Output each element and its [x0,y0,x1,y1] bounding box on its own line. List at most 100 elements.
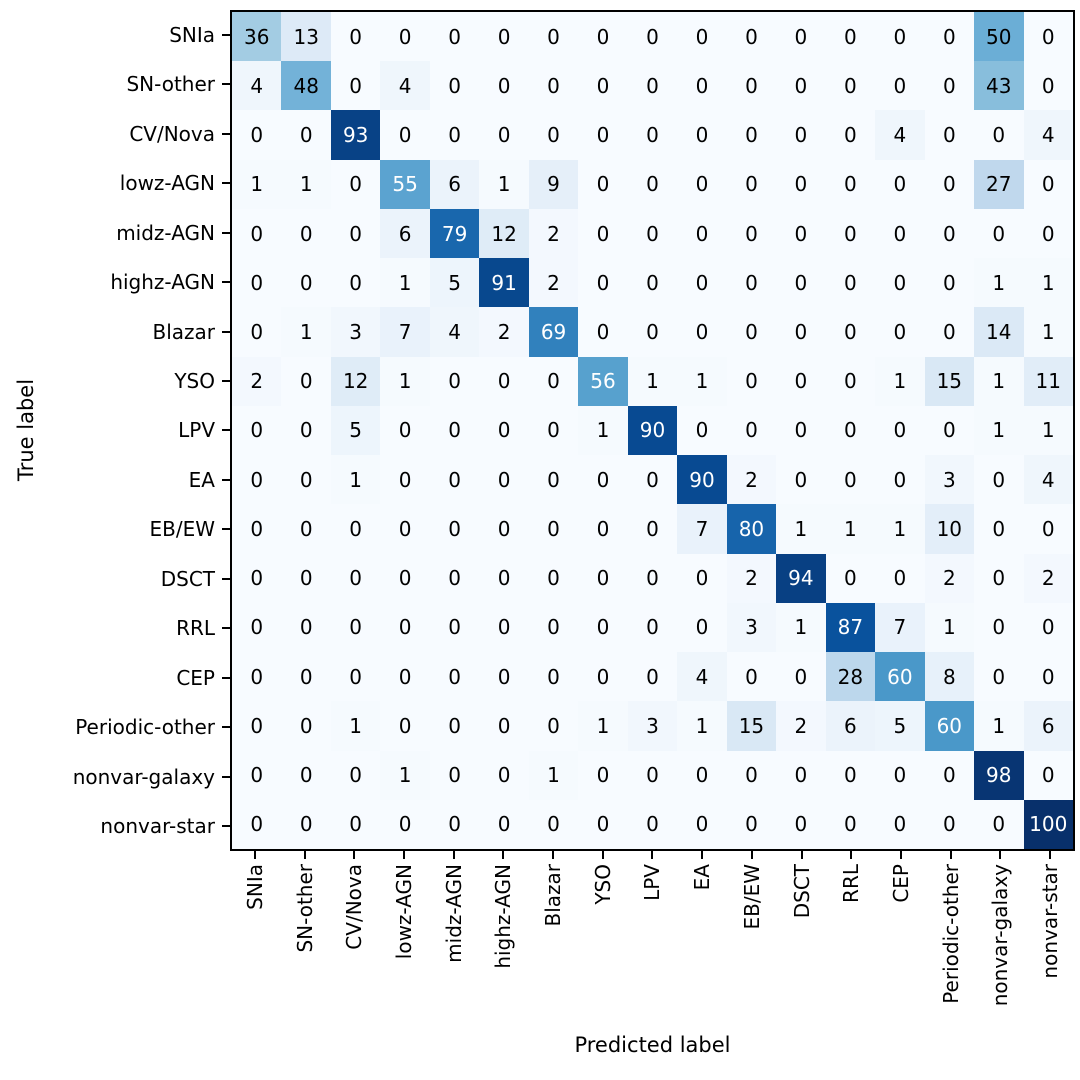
matrix-cell: 93 [330,110,381,160]
matrix-cell: 28 [825,652,876,702]
matrix-cell: 0 [924,750,975,800]
matrix-cell: 0 [726,159,777,209]
matrix-cell: 60 [924,701,975,751]
y-tick-mark [222,825,230,828]
matrix-cell: 3 [924,455,975,505]
x-tick: EB/EW [727,851,777,1066]
y-tick-label: YSO [174,369,215,394]
matrix-cell: 0 [578,307,628,357]
x-tick: RRL [826,851,876,1066]
matrix-cell: 0 [825,799,876,849]
x-tick: CV/Nova [329,851,379,1066]
matrix-cell: 0 [677,208,727,259]
y-tick-mark [222,726,230,729]
y-tick: EB/EW [0,505,230,554]
x-tick: SN-other [280,851,330,1066]
matrix-cell: 1 [330,455,381,505]
x-tick-label: SNIa [242,864,267,910]
matrix-cell: 0 [776,356,826,406]
matrix-cell: 0 [578,553,628,603]
matrix-cell: 8 [924,652,975,702]
y-tick-mark [222,478,230,481]
y-axis-tick-labels: SNIa SN-other CV/Nova lowz-AGN midz-AGN highz… [0,10,230,851]
matrix-cell: 0 [875,159,925,209]
matrix-cell: 1 [330,701,381,751]
matrix-cell: 0 [974,455,1024,505]
matrix-cell: 0 [677,405,727,456]
x-tick-label: CV/Nova [342,864,367,950]
matrix-cell: 0 [677,110,727,160]
matrix-cell: 0 [578,652,628,702]
matrix-cell: 0 [330,61,381,111]
matrix-cell: 36 [232,12,282,62]
matrix-cell: 1 [776,504,826,554]
matrix-cell: 0 [825,455,876,505]
y-tick: nonvar-galaxy [0,752,230,801]
matrix-cell: 0 [726,208,777,259]
y-tick: lowz-AGN [0,158,230,207]
y-tick: Periodic-other [0,703,230,752]
matrix-cell: 0 [1023,602,1073,653]
y-tick: RRL [0,604,230,653]
matrix-cell: 0 [479,455,529,505]
matrix-cell: 0 [825,159,876,209]
matrix-cell: 0 [429,602,480,653]
y-tick-label: lowz-AGN [119,171,215,196]
matrix-cell: 1 [380,258,430,308]
matrix-cell: 0 [875,208,925,259]
matrix-cell: 0 [825,405,876,456]
matrix-cell: 7 [677,504,727,554]
matrix-cell: 0 [924,799,975,849]
y-tick: Blazar [0,307,230,356]
y-tick-label: highz-AGN [110,270,215,295]
matrix-cell: 0 [429,750,480,800]
matrix-cell: 0 [281,405,331,456]
x-tick-label: DSCT [789,864,814,919]
matrix-cell: 55 [380,159,430,209]
matrix-cell: 1 [1023,307,1073,357]
y-tick: SNIa [0,10,230,59]
x-tick: YSO [578,851,628,1066]
matrix-cell: 6 [1023,701,1073,751]
matrix-cell: 0 [776,258,826,308]
matrix-cell: 0 [726,258,777,308]
matrix-cell: 0 [924,405,975,456]
matrix-cell: 1 [875,356,925,406]
matrix-cell: 0 [974,602,1024,653]
y-tick-label: SN-other [126,72,215,97]
y-tick: CEP [0,653,230,702]
matrix-cell: 0 [578,750,628,800]
matrix-cell: 91 [479,258,529,308]
x-tick-label: lowz-AGN [391,864,416,960]
matrix-cell: 0 [330,258,381,308]
matrix-cell: 0 [578,208,628,259]
matrix-cell: 1 [1023,405,1073,456]
matrix-cell: 0 [429,799,480,849]
matrix-cell: 0 [429,405,480,456]
matrix-cell: 0 [281,799,331,849]
y-tick: EA [0,455,230,504]
matrix-cell: 90 [677,455,727,505]
matrix-cell: 0 [776,455,826,505]
matrix-cell: 5 [330,405,381,456]
matrix-cell: 0 [726,750,777,800]
matrix-cell: 0 [627,159,678,209]
matrix-cell: 0 [528,553,579,603]
matrix-cell: 14 [974,307,1024,357]
matrix-cell: 7 [380,307,430,357]
matrix-cell: 0 [875,61,925,111]
x-tick-mark [552,851,555,859]
x-tick-label: SN-other [292,864,317,953]
matrix-cell: 1 [677,701,727,751]
matrix-cell: 0 [726,405,777,456]
matrix-cell: 0 [578,12,628,62]
matrix-cell: 0 [677,12,727,62]
matrix-cell: 0 [1023,750,1073,800]
x-axis-title: Predicted label [574,1033,731,1057]
x-tick: SNIa [230,851,280,1066]
x-tick-label: Periodic-other [938,864,963,1004]
matrix-cell: 0 [281,701,331,751]
matrix-cell: 0 [380,405,430,456]
matrix-cell: 0 [429,455,480,505]
x-tick-mark [502,851,505,859]
